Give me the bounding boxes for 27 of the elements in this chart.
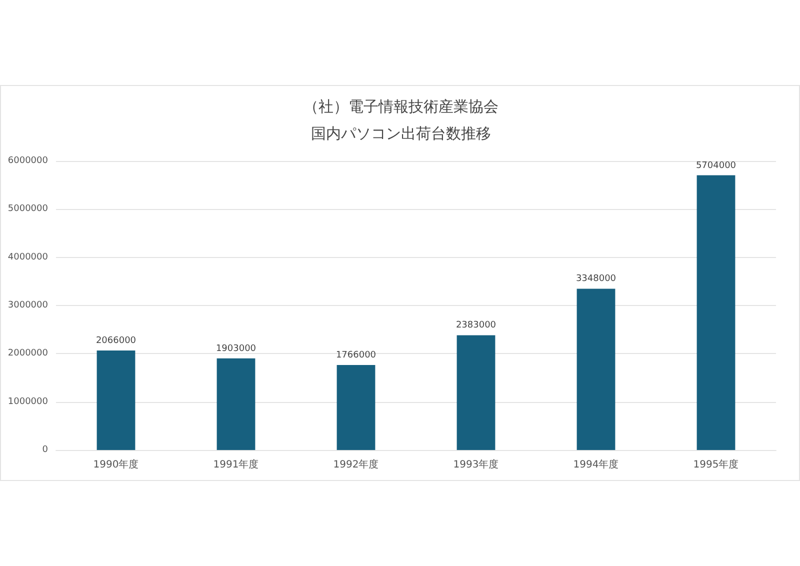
data-label: 3348000 — [576, 274, 616, 284]
chart-subtitle: 国内パソコン出荷台数推移 — [311, 124, 491, 142]
chart-title: （社）電子情報技術産業協会 — [304, 98, 498, 116]
y-tick-label: 1000000 — [8, 396, 48, 407]
bar — [216, 358, 256, 450]
bar — [576, 288, 616, 450]
y-tick-label: 4000000 — [8, 252, 48, 262]
data-label: 1766000 — [336, 350, 376, 360]
x-tick-label: 1990年度 — [93, 458, 139, 470]
bar — [456, 335, 496, 450]
y-tick-label: 5000000 — [8, 204, 48, 214]
data-label: 5704000 — [696, 160, 736, 171]
bar — [696, 175, 736, 450]
y-tick-label: 0 — [42, 445, 48, 455]
data-label: 2066000 — [96, 336, 136, 346]
x-tick-label: 1995年度 — [693, 458, 739, 470]
x-tick-label: 1991年度 — [213, 458, 259, 470]
y-tick-label: 6000000 — [8, 156, 48, 166]
x-tick-label: 1994年度 — [573, 458, 619, 470]
bar — [336, 364, 376, 450]
bar — [96, 350, 136, 450]
y-tick-label: 3000000 — [8, 300, 48, 310]
x-tick-label: 1993年度 — [453, 458, 499, 470]
data-label: 1903000 — [216, 344, 256, 354]
data-label: 2383000 — [456, 320, 496, 331]
x-tick-label: 1992年度 — [333, 458, 379, 470]
y-tick-label: 2000000 — [8, 348, 48, 359]
